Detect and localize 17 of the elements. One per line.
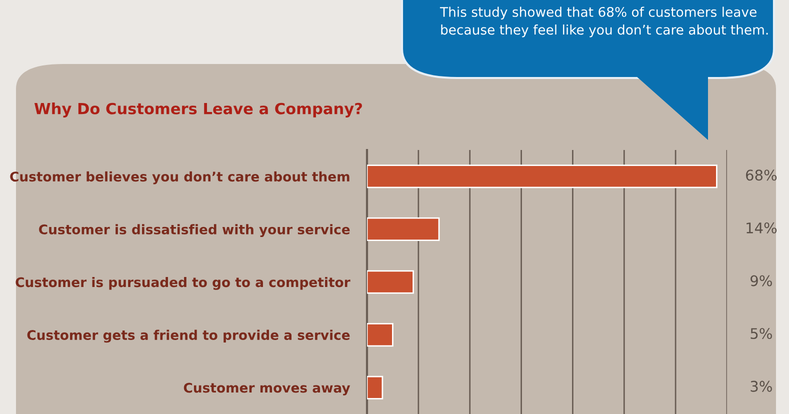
data-label: 68% bbox=[746, 170, 777, 181]
bar bbox=[367, 323, 394, 347]
bar bbox=[367, 376, 384, 400]
y-tick-label: Customer gets a friend to provide a service bbox=[27, 330, 350, 343]
y-tick-label: Customer is pursuaded to go to a competitor bbox=[16, 276, 350, 290]
data-label: 3% bbox=[750, 380, 772, 392]
bar bbox=[367, 270, 414, 294]
bar bbox=[367, 164, 718, 188]
text: Why Do Customers Leave a Company? bbox=[34, 102, 362, 118]
bar bbox=[367, 217, 440, 241]
data-label: 5% bbox=[750, 328, 772, 340]
y-tick-label: Customer believes you don’t care about them bbox=[10, 171, 350, 184]
data-label: 14% bbox=[746, 222, 777, 234]
y-tick-label: Customer is dissatisfied with your service bbox=[39, 224, 350, 238]
data-label: 9% bbox=[750, 275, 772, 286]
y-tick-label: Customer moves away bbox=[184, 382, 350, 396]
text: This study showed that 68% of customers leave because they feel like you don’t care about them. bbox=[440, 6, 768, 38]
